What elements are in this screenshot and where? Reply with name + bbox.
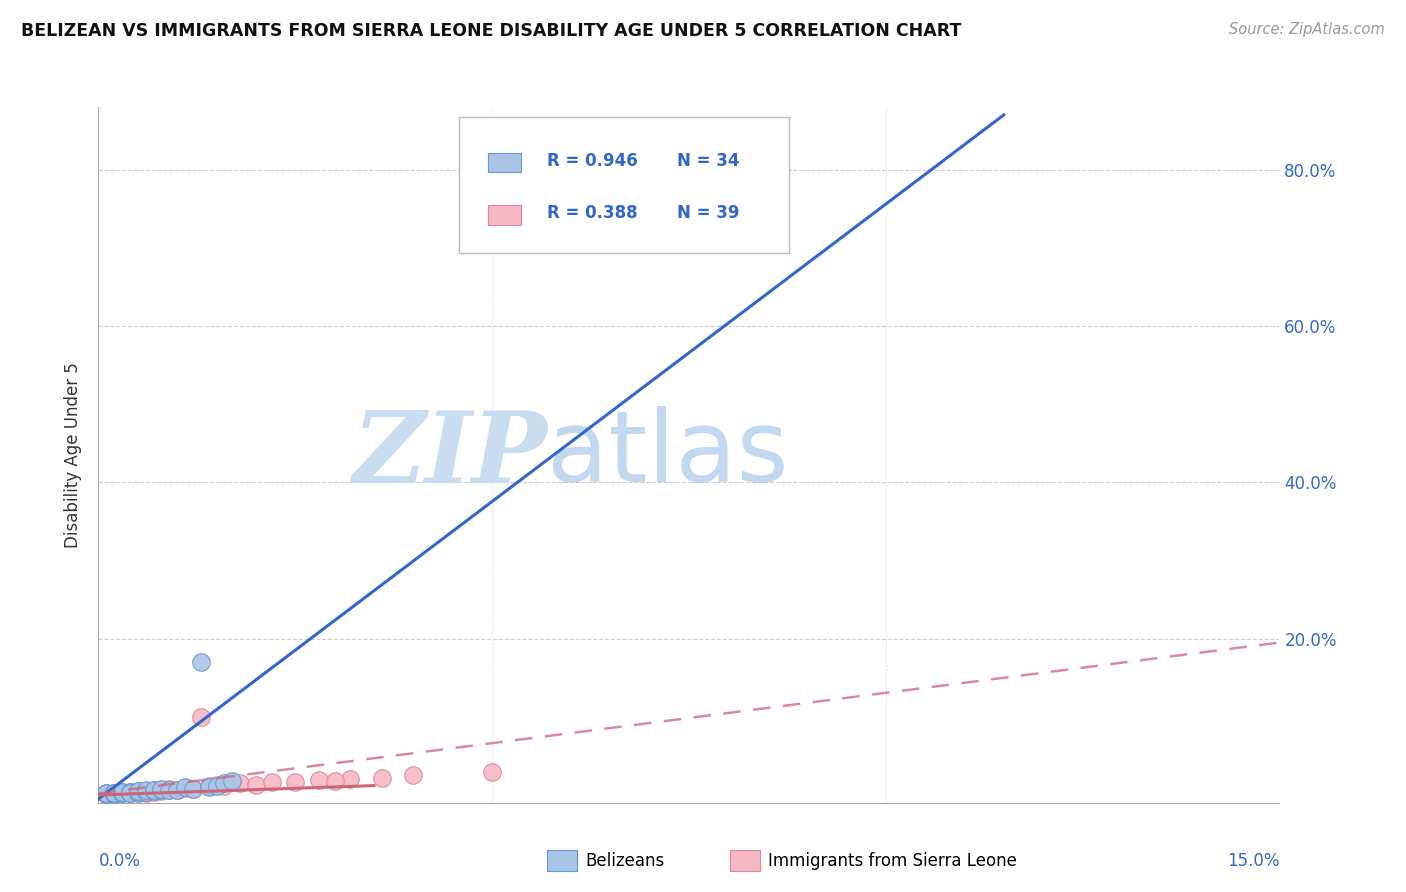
Point (702, 178, 724, 193)
Point (205, 779, 228, 793)
Point (214, 779, 236, 793)
Point (127, 784, 149, 798)
Text: 0.0%: 0.0% (98, 852, 141, 870)
Point (190, 655, 212, 669)
Point (127, 786, 149, 800)
Point (174, 780, 197, 795)
Point (157, 783, 180, 797)
Point (150, 784, 173, 798)
Point (96, 786, 118, 800)
Point (135, 783, 157, 797)
Point (111, 785, 134, 799)
Point (166, 782, 188, 797)
Point (229, 776, 252, 790)
FancyBboxPatch shape (488, 205, 522, 225)
Text: N = 34: N = 34 (678, 153, 740, 170)
Point (181, 781, 204, 796)
Text: BELIZEAN VS IMMIGRANTS FROM SIERRA LEONE DISABILITY AGE UNDER 5 CORRELATION CHAR: BELIZEAN VS IMMIGRANTS FROM SIERRA LEONE… (21, 22, 962, 40)
Point (142, 783, 165, 797)
Point (118, 786, 141, 800)
Point (118, 786, 141, 800)
Point (135, 784, 157, 798)
Point (197, 780, 219, 794)
Point (284, 775, 307, 789)
Point (111, 785, 134, 799)
Point (96, 787, 118, 801)
Y-axis label: Disability Age Under 5: Disability Age Under 5 (65, 362, 83, 548)
Point (214, 776, 236, 790)
Text: N = 39: N = 39 (678, 204, 740, 222)
Point (111, 786, 134, 800)
Point (127, 784, 149, 798)
Point (103, 786, 125, 800)
Point (96, 786, 118, 800)
Point (481, 764, 503, 779)
Point (96, 787, 118, 801)
Point (142, 782, 165, 797)
Point (96, 787, 118, 801)
FancyBboxPatch shape (488, 153, 522, 172)
Point (103, 786, 125, 800)
Point (308, 773, 330, 788)
Point (181, 781, 204, 796)
Point (103, 787, 125, 801)
Text: atlas: atlas (547, 407, 789, 503)
Point (371, 771, 394, 785)
Text: Source: ZipAtlas.com: Source: ZipAtlas.com (1229, 22, 1385, 37)
Point (111, 786, 134, 800)
Point (197, 780, 219, 794)
Point (166, 782, 188, 797)
Text: Belizeans: Belizeans (585, 852, 664, 870)
Point (157, 781, 180, 796)
Point (96, 786, 118, 800)
Point (103, 787, 125, 801)
Text: R = 0.946: R = 0.946 (547, 153, 638, 170)
Text: Immigrants from Sierra Leone: Immigrants from Sierra Leone (768, 852, 1017, 870)
FancyBboxPatch shape (547, 850, 576, 871)
Point (135, 786, 157, 800)
Point (103, 786, 125, 800)
Point (190, 710, 212, 724)
Point (103, 786, 125, 800)
Point (150, 781, 173, 796)
Point (150, 782, 173, 797)
Point (111, 786, 134, 800)
Text: 15.0%: 15.0% (1227, 852, 1279, 870)
Point (118, 786, 141, 800)
Point (135, 785, 157, 799)
Text: ZIP: ZIP (353, 407, 547, 503)
Point (118, 785, 141, 799)
Point (127, 785, 149, 799)
Point (111, 786, 134, 800)
Point (142, 784, 165, 798)
Point (127, 785, 149, 799)
Point (260, 774, 283, 789)
Point (118, 785, 141, 799)
Point (142, 785, 165, 799)
Point (103, 786, 125, 800)
FancyBboxPatch shape (730, 850, 759, 871)
Point (157, 783, 180, 797)
Text: R = 0.388: R = 0.388 (547, 204, 638, 222)
Point (150, 783, 173, 797)
Point (96, 787, 118, 801)
FancyBboxPatch shape (458, 118, 789, 253)
Point (654, 194, 676, 208)
Point (118, 786, 141, 800)
Point (174, 780, 197, 794)
Point (245, 778, 267, 792)
Point (402, 768, 425, 782)
Point (339, 772, 361, 787)
Point (221, 773, 243, 788)
Point (323, 773, 346, 788)
Point (205, 778, 228, 792)
